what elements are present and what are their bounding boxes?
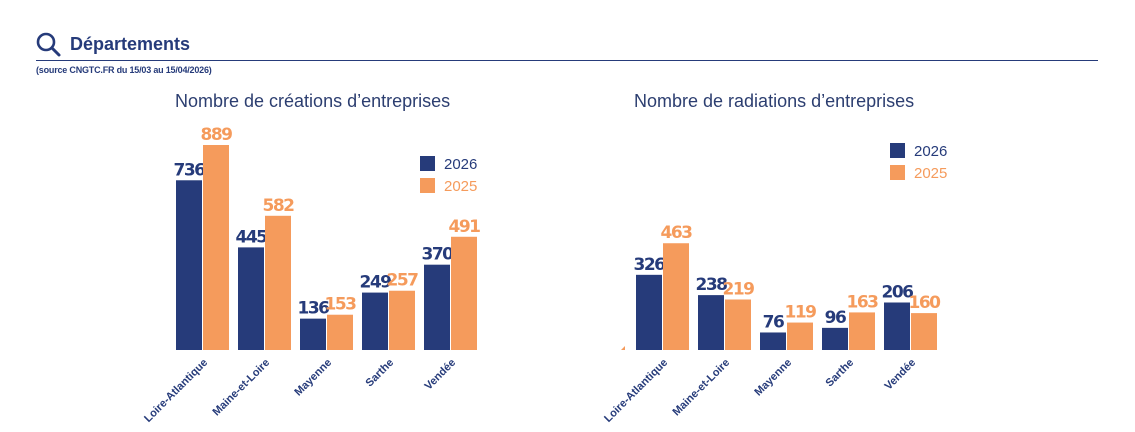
chart-title: Nombre de créations d’entreprises [175,91,450,111]
bar-2025-4 [849,312,875,350]
creations-chart: Nombre de créations d’entreprises736889L… [142,91,482,425]
data-label: 96 [825,308,846,328]
data-label: 153 [325,295,357,315]
chart-title: Nombre de radiations d’entreprises [634,91,914,111]
data-label: 206 [882,282,914,302]
legend-swatch-2025 [890,165,905,180]
legend-label-2025: 2025 [914,165,947,182]
bar-2026-1 [636,274,662,350]
bar-2026-5 [424,264,450,350]
bar-2025-3 [787,322,813,350]
data-label: 582 [263,196,295,216]
bar-2025-1 [203,145,229,350]
data-label: 370 [422,245,455,265]
data-label: 238 [696,275,728,295]
legend-label-2025: 2025 [444,178,477,195]
bar-2026-3 [760,332,786,350]
data-label: 76 [763,312,784,332]
bar-2026-3 [300,318,326,350]
bar-2026-5 [884,302,910,350]
category-label: Mayenne [752,357,794,399]
bar-2026-1 [176,180,202,350]
data-label: 119 [785,303,817,323]
data-label: 163 [847,292,879,312]
bar-2026-2 [238,247,264,350]
category-label: Loire-Atlantique [602,357,670,425]
data-label: 257 [387,271,419,291]
data-label: 160 [909,293,942,313]
data-label: 136 [298,299,330,319]
bar-2026-4 [822,327,848,350]
axis-marker [621,346,625,350]
bar-2025-5 [911,313,937,350]
bar-2025-3 [327,314,353,350]
bar-2025-4 [389,290,415,350]
bar-2025-1 [663,243,689,350]
data-label: 249 [360,273,392,293]
legend-label-2026: 2026 [914,143,947,160]
source-note: (source CNGTC.FR du 15/03 au 15/04/2026) [36,65,212,75]
search-icon [36,32,61,57]
data-label: 219 [723,279,755,299]
page-title: Départements [70,34,191,54]
bar-2025-2 [725,299,751,350]
category-label: Sarthe [824,357,857,390]
data-label: 326 [634,255,666,275]
data-label: 736 [174,160,206,180]
data-label: 491 [449,217,481,237]
data-label: 889 [201,125,233,145]
bar-2026-4 [362,292,388,350]
legend-label-2026: 2026 [444,156,477,173]
legend-swatch-2026 [420,156,435,171]
legend-swatch-2026 [890,143,905,158]
section-header: Départements (source CNGTC.FR du 15/03 a… [36,32,1098,75]
data-label: 445 [236,227,268,247]
category-label: Maine-et-Loire [671,357,733,419]
data-label: 463 [661,223,693,243]
bar-2026-2 [698,295,724,350]
legend-swatch-2025 [420,178,435,193]
bar-2025-2 [265,215,291,350]
bar-2025-5 [451,236,477,350]
header-divider [36,60,1098,61]
category-label: Vendée [882,357,918,393]
